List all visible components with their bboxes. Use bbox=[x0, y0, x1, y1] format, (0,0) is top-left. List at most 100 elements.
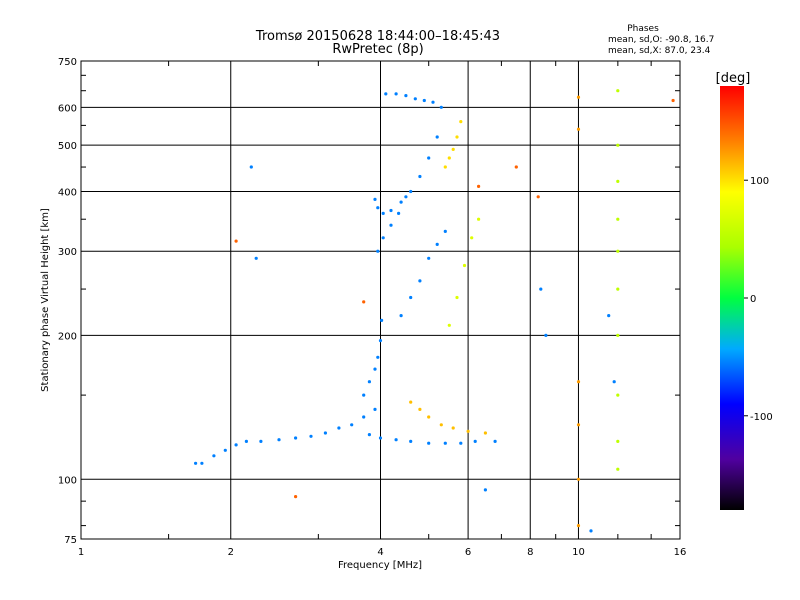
x-axis-label: Frequency [MHz] bbox=[338, 560, 422, 571]
x-tick-label: 8 bbox=[527, 547, 533, 558]
data-point bbox=[483, 431, 487, 435]
plot-frame bbox=[80, 60, 681, 540]
data-point bbox=[576, 477, 581, 481]
data-point bbox=[294, 495, 298, 499]
chart-subtitle: RwPretec (8p) bbox=[332, 42, 423, 57]
colorbar-label: [deg] bbox=[716, 71, 751, 86]
data-point bbox=[373, 407, 377, 411]
x-tick-label: 16 bbox=[674, 547, 687, 558]
x-tick-label: 4 bbox=[377, 547, 383, 558]
data-point bbox=[427, 415, 431, 419]
data-point bbox=[373, 367, 377, 371]
data-point bbox=[350, 423, 354, 427]
y-axis-label: Stationary phase Virtual Height [km] bbox=[40, 208, 51, 392]
data-point bbox=[394, 92, 398, 96]
data-point bbox=[249, 165, 253, 169]
data-point bbox=[671, 98, 675, 103]
data-point bbox=[212, 454, 216, 458]
data-point bbox=[462, 263, 467, 268]
data-point bbox=[362, 393, 366, 397]
data-point bbox=[389, 223, 393, 227]
data-point bbox=[616, 287, 620, 291]
data-point bbox=[427, 156, 431, 160]
colorbar-tick-label: -100 bbox=[750, 412, 773, 423]
data-point bbox=[616, 467, 620, 471]
data-point bbox=[394, 438, 398, 442]
data-point bbox=[427, 441, 431, 445]
data-point bbox=[378, 339, 383, 343]
data-point bbox=[616, 333, 620, 337]
data-point bbox=[443, 165, 447, 169]
data-point bbox=[422, 98, 426, 103]
data-point bbox=[376, 206, 380, 210]
data-point bbox=[607, 314, 611, 318]
data-point bbox=[616, 217, 620, 221]
data-point bbox=[539, 287, 543, 291]
data-point bbox=[409, 295, 413, 300]
data-point bbox=[612, 380, 616, 384]
data-point bbox=[362, 415, 366, 419]
data-point bbox=[294, 436, 298, 440]
data-point bbox=[451, 147, 455, 151]
data-point bbox=[447, 323, 451, 327]
data-point bbox=[309, 434, 313, 438]
data-point bbox=[439, 423, 443, 427]
data-point bbox=[397, 211, 401, 215]
data-point bbox=[418, 279, 422, 283]
data-point bbox=[616, 249, 620, 253]
colorbar-tick-label: 0 bbox=[750, 294, 756, 305]
data-point bbox=[576, 127, 581, 131]
data-point bbox=[477, 184, 481, 188]
data-point bbox=[337, 426, 341, 430]
data-point bbox=[473, 439, 477, 443]
stats-title: Phases bbox=[627, 24, 659, 34]
y-tick-label: 100 bbox=[58, 475, 77, 486]
data-point bbox=[234, 443, 238, 447]
x-axis: 1 2 4 6 8 10 16 bbox=[78, 61, 687, 558]
data-point bbox=[404, 195, 408, 199]
data-point bbox=[589, 529, 593, 533]
data-point bbox=[576, 423, 581, 427]
colorbar-tick-label: 100 bbox=[750, 176, 769, 187]
data-point bbox=[404, 94, 408, 98]
data-point bbox=[459, 120, 463, 124]
data-point bbox=[427, 256, 431, 260]
data-point bbox=[376, 249, 380, 253]
data-point bbox=[616, 439, 620, 443]
data-point bbox=[493, 439, 497, 443]
data-point bbox=[254, 256, 258, 260]
data-point bbox=[455, 135, 459, 139]
data-point bbox=[616, 179, 620, 183]
data-point bbox=[277, 438, 281, 442]
data-point bbox=[431, 100, 435, 104]
grid-lines bbox=[81, 61, 680, 539]
data-point bbox=[399, 200, 403, 204]
x-tick-label: 6 bbox=[465, 547, 471, 558]
data-point bbox=[389, 208, 393, 213]
data-point bbox=[367, 380, 371, 384]
y-tick-label: 300 bbox=[58, 247, 77, 258]
data-point bbox=[459, 441, 463, 445]
data-point bbox=[616, 143, 620, 147]
data-point bbox=[435, 242, 439, 246]
data-point bbox=[418, 174, 422, 179]
stats-o: mean, sd,O: -90.8, 16.7 bbox=[608, 35, 714, 45]
data-point bbox=[576, 380, 581, 384]
chart-title: Tromsø 20150628 18:44:00–18:45:43 bbox=[255, 29, 500, 44]
data-point bbox=[443, 441, 447, 445]
data-point bbox=[384, 92, 388, 96]
data-point bbox=[409, 189, 413, 194]
data-points bbox=[194, 89, 675, 533]
y-axis: 75 100 200 300 400 500 600 750 bbox=[58, 57, 680, 546]
data-point bbox=[323, 431, 327, 435]
data-point bbox=[470, 236, 474, 240]
data-point bbox=[447, 156, 451, 160]
data-point bbox=[380, 318, 384, 322]
data-point bbox=[418, 407, 422, 411]
data-point bbox=[376, 355, 380, 359]
data-point bbox=[536, 195, 540, 199]
y-tick-label: 750 bbox=[58, 57, 77, 68]
data-point bbox=[477, 217, 481, 221]
data-point bbox=[409, 400, 413, 404]
